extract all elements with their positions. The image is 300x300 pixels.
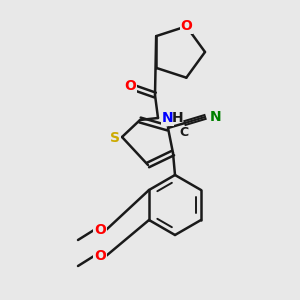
Text: S: S (110, 131, 120, 145)
Text: N: N (210, 110, 222, 124)
Text: O: O (94, 249, 106, 263)
Text: O: O (180, 19, 192, 33)
Text: C: C (179, 126, 189, 139)
Text: O: O (94, 223, 106, 237)
Text: O: O (124, 79, 136, 93)
Text: N: N (162, 111, 174, 125)
Text: H: H (172, 111, 184, 125)
